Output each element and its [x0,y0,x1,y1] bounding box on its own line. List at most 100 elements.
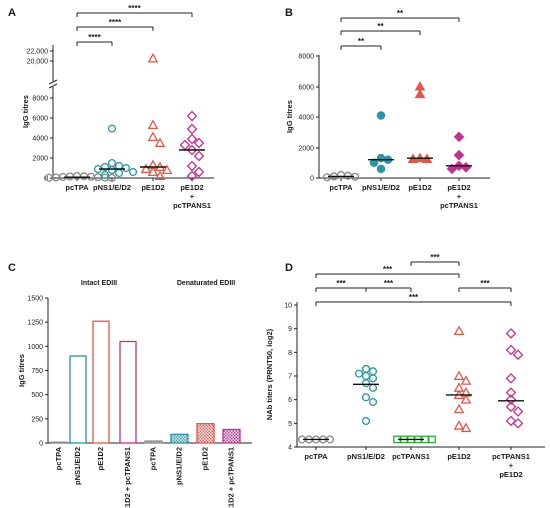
data-point [505,415,517,427]
data-point [512,418,524,429]
x-tick-label-line: pcTPA [65,183,89,192]
panel-B: B IgG titres 0 2000 4000 6000 8000 pcTPA pNS1/E/… [285,7,490,210]
data-point [354,369,364,378]
panel-label-A: A [8,7,16,19]
data-point [154,170,166,181]
data-point [453,131,465,143]
data-point [505,387,517,398]
panel-D: D NAb titers (PRNT50, log2) 4 5 6 7 8 9 10 pcTPA p… [265,253,545,479]
data-point [512,349,524,361]
data-point [414,88,426,99]
bar-group-0: Intact EDIII pcTPA pNS1/E/D2 pE1D2 pE1D2 + p… [50,280,137,508]
series-2 [393,435,436,444]
bar [92,320,110,444]
data-point [193,166,205,178]
significance-bracket: **** [76,33,113,46]
significance-bracket: ** [340,9,460,22]
significance-bracket: *** [315,265,460,278]
y-tick-label: 6000 [32,116,48,123]
y-tick-label: 1250 [27,320,43,327]
x-tick-label: pE1D2 [96,447,105,470]
significance-label: *** [384,279,394,288]
panel-C: C IgG titres 0 250 500 750 1000 1250 1500 Intact … [8,262,252,508]
data-point [93,173,103,182]
data-point [179,139,191,151]
y-tick-label: 4000 [32,136,48,143]
significance-label: *** [409,293,419,302]
axis-break-mark [48,79,58,85]
x-tick-label: pcTPA [54,446,63,470]
data-point [107,124,117,133]
data-point [361,416,371,426]
y-axis-label: IgG titres [21,95,30,128]
data-point [51,173,61,182]
y-tick-label: 5 [288,421,292,428]
x-tick-label: pE1D2 + pcTPANS1 [173,183,211,210]
x-tick-label-line: + [457,192,462,201]
series-3 [179,110,205,182]
data-point [147,52,159,63]
data-point [147,119,159,130]
data-point [505,344,517,356]
data-point [368,383,378,392]
y-tick-label: 6000 [298,85,314,92]
series-1 [93,124,138,180]
data-point [186,110,198,122]
data-point [186,144,198,156]
data-point [186,133,198,145]
x-tick-label-line: + [190,192,195,201]
significance-label: ** [377,22,384,31]
x-tick-label-line: pcTPANS1 [173,201,211,210]
y-tick-label: 250 [31,416,43,423]
significance-label: *** [430,253,440,262]
x-tick-label: pNS1/E/D2 [347,452,385,461]
data-point [140,163,152,174]
y-tick-label: 10 [284,303,292,310]
y-tick-label: 9 [288,326,292,333]
data-point [361,364,371,373]
y-tick-label: 8000 [298,54,314,61]
x-tick-label: pcTPA [65,183,89,192]
y-tick-label: 8000 [32,96,48,103]
significance-label: **** [128,4,141,13]
series-1 [353,364,379,426]
data-point [114,168,124,178]
x-tick-label: pNS1/E/D2 [362,183,400,192]
data-point [161,164,173,175]
x-tick-label-line: pNS1/E/D2 [347,452,385,461]
data-point [193,150,205,162]
data-point [128,167,138,177]
bar-group-1: Denaturated EDIII pcTPA pNS1/E/D2 pE1D2 pE1D… [144,280,241,508]
data-point [460,422,472,433]
bar [222,428,241,444]
data-point [453,149,465,161]
x-tick-label-line: pE1D2 [141,183,164,192]
panel-label-D: D [285,262,293,274]
x-tick-label-line: pE1D2 [180,183,203,192]
data-point [460,394,472,404]
series-0 [297,435,335,444]
bar [50,441,68,444]
data-point [368,367,378,376]
series-3 [446,325,472,433]
data-point [453,420,465,430]
data-point [186,160,198,172]
significance-label: *** [336,279,346,288]
y-tick-label: 7 [288,374,292,381]
data-point [446,163,458,175]
panel-label-C: C [8,262,16,274]
data-point [505,328,517,339]
data-point [44,173,54,182]
x-tick-label-line: pNS1/E/D2 [93,183,131,192]
data-point [453,325,465,336]
significance-label: ** [358,37,365,46]
bar [196,423,215,444]
data-point [368,397,378,407]
bar [144,440,163,444]
x-tick-label: pcTPA [149,446,158,470]
bar [170,433,189,444]
y-tick-label: 750 [31,368,43,375]
x-tick-label: pNS1/E/D2 [175,447,184,485]
x-tick-label-line: pcTPANS1 [392,452,430,461]
